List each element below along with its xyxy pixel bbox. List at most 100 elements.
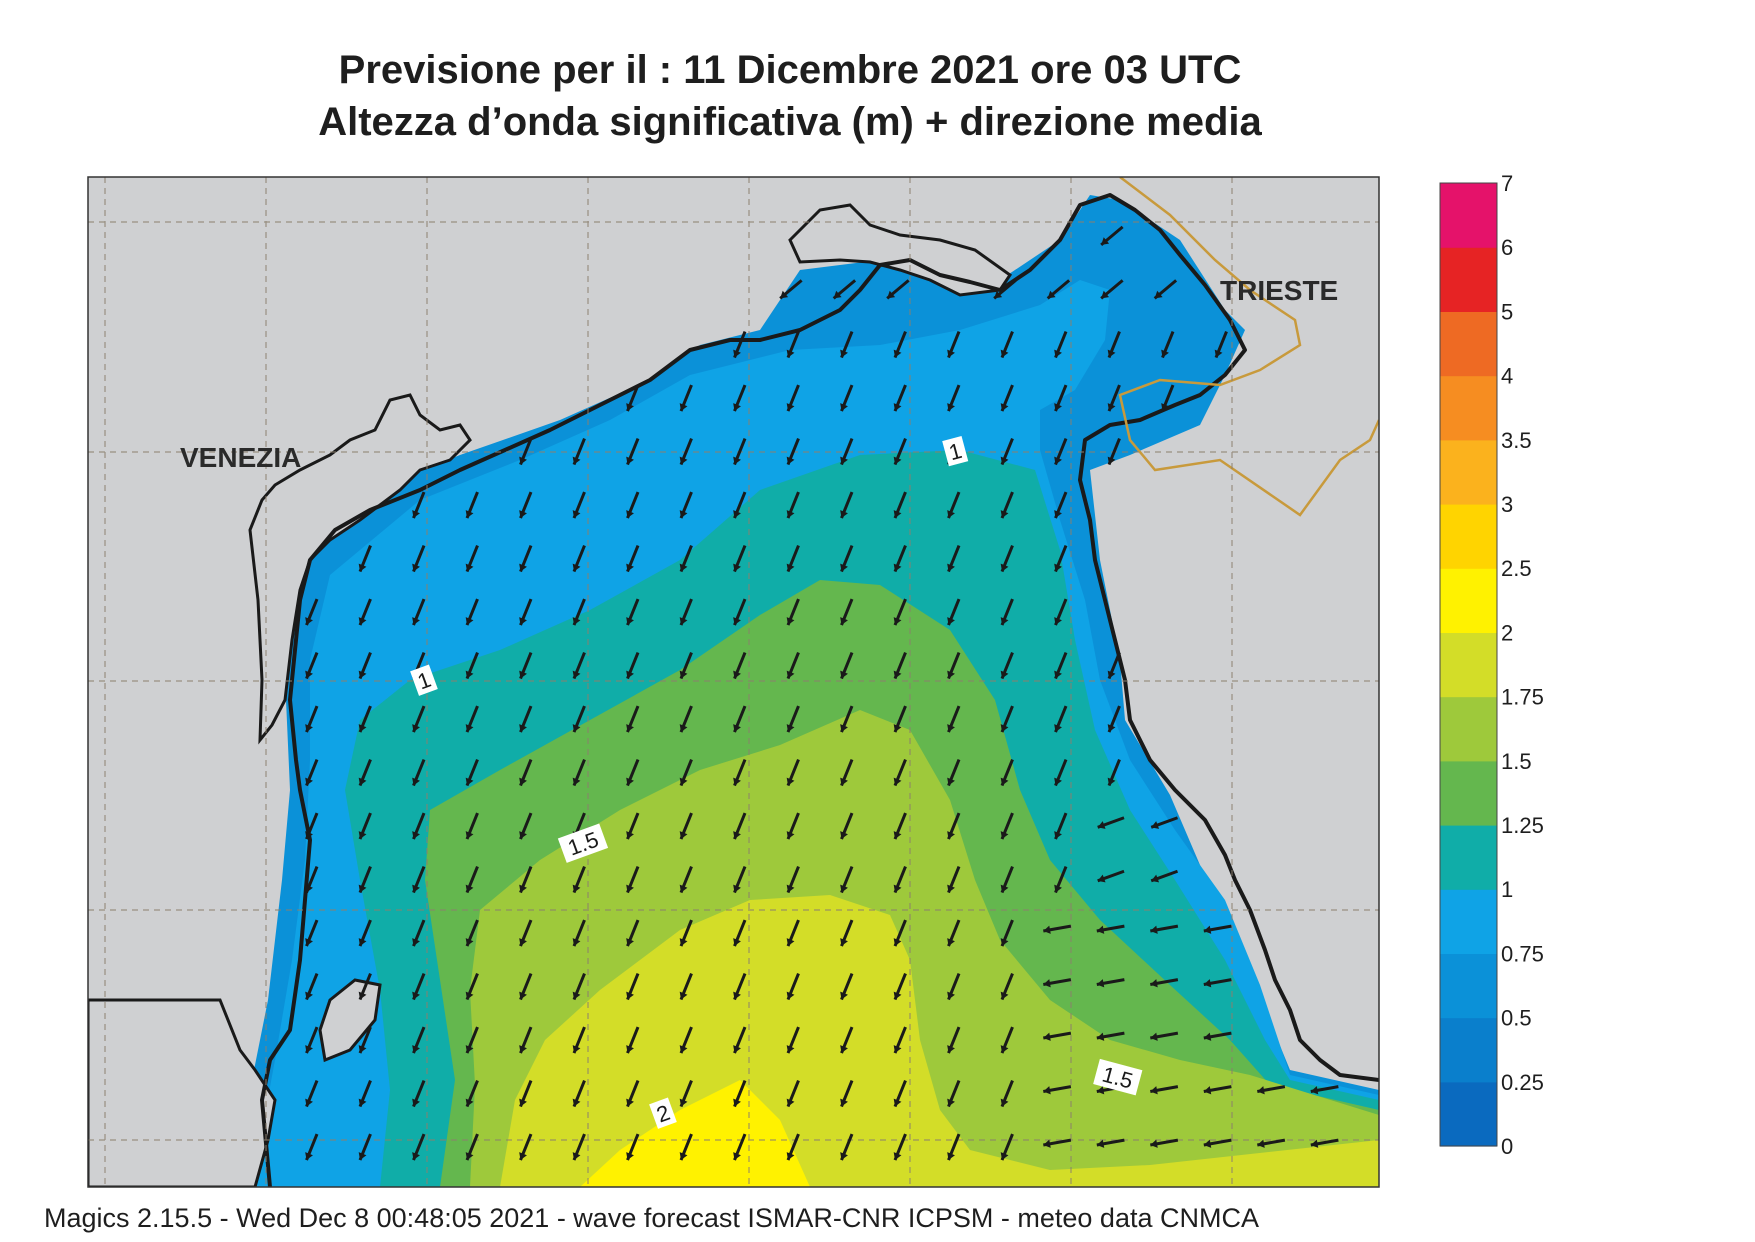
wave-direction-arrowhead	[1151, 874, 1160, 883]
wave-direction-arrowhead	[1203, 1139, 1212, 1148]
wave-direction-arrowhead	[786, 349, 795, 358]
wave-direction-arrowhead	[893, 777, 902, 786]
wave-direction-arrowhead	[412, 1152, 420, 1161]
sea-band-2	[580, 1080, 810, 1187]
wave-direction-arrowhead	[1151, 821, 1160, 829]
wave-direction-arrowhead	[1154, 290, 1163, 299]
wave-direction-arrowhead	[679, 1098, 688, 1107]
wave-direction-arrowhead	[786, 617, 795, 626]
wave-direction-arrowhead	[519, 724, 527, 733]
wave-direction-arrowhead	[679, 403, 688, 412]
wave-direction-arrowhead	[412, 777, 420, 786]
legend-swatch	[1440, 1017, 1497, 1083]
wave-direction-arrowhead	[679, 670, 688, 679]
contour-label-1-west: 1	[410, 664, 438, 696]
wave-direction-arrowhead	[679, 724, 688, 733]
wave-direction-arrowhead	[786, 456, 795, 465]
map-area: 1 1 1.5 1.5 2 VENEZIA TRIESTE	[88, 177, 1379, 1187]
wave-direction-arrowhead	[1043, 979, 1051, 988]
city-label-trieste: TRIESTE	[1220, 275, 1338, 306]
color-legend: 0 0.25 0.5 0.75 1 1.25 1.5 1.75 2 2.5 3 3.5 4 5 6 7	[1439, 171, 1544, 1159]
wave-direction-arrowhead	[1054, 831, 1062, 840]
wave-direction-arrowhead	[358, 938, 367, 947]
wave-direction-arrowhead	[1000, 403, 1009, 412]
wave-direction-arrowhead	[733, 403, 741, 412]
legend-level-label: 1.75	[1501, 685, 1544, 710]
wave-direction-arrowhead	[412, 510, 420, 519]
wave-direction-arrowhead	[519, 456, 527, 465]
wave-direction-arrowhead	[733, 1152, 741, 1161]
wave-direction-arrowhead	[626, 510, 634, 519]
legend-level-label: 2.5	[1501, 556, 1532, 581]
wave-direction-arrowhead	[465, 938, 474, 947]
wave-direction-arrowhead	[1096, 1139, 1105, 1148]
wave-direction-arrowhead	[840, 724, 848, 733]
wave-direction-arrowhead	[626, 1098, 634, 1107]
wave-direction-arrowhead	[1161, 349, 1169, 358]
wave-direction-arrowhead	[1043, 1139, 1051, 1148]
wave-direction-arrowhead	[947, 777, 955, 786]
legend-swatch	[1440, 632, 1497, 698]
wave-direction-arrowhead	[572, 510, 581, 519]
wave-direction-arrowhead	[893, 563, 902, 572]
wave-direction-arrowhead	[358, 1045, 367, 1054]
wave-direction-arrowhead	[1107, 349, 1116, 358]
legend-level-label: 1.5	[1501, 749, 1532, 774]
wave-direction-arrowhead	[947, 510, 955, 519]
wave-direction-arrowhead	[305, 670, 313, 679]
wave-direction-arrowhead	[947, 938, 955, 947]
wave-direction-arrowhead	[465, 724, 474, 733]
wave-direction-arrowhead	[1096, 1032, 1105, 1041]
wave-direction-arrowhead	[358, 563, 367, 572]
wave-direction-arrowhead	[786, 510, 795, 519]
legend-level-label: 0.5	[1501, 1006, 1532, 1031]
wave-direction-arrowhead	[305, 777, 313, 786]
wave-direction-arrowhead	[840, 777, 848, 786]
wave-direction-arrows	[305, 225, 1339, 1161]
wave-direction-arrowhead	[1000, 884, 1009, 893]
wave-direction-arrowhead	[733, 724, 741, 733]
legend-level-label: 0	[1501, 1134, 1513, 1159]
wave-direction-arrowhead	[947, 724, 955, 733]
wave-direction-arrowhead	[733, 884, 741, 893]
forecast-subtitle: Altezza d’onda significativa (m) + direz…	[318, 100, 1262, 144]
legend-level-label: 0.25	[1501, 1070, 1544, 1095]
wave-direction-arrowhead	[786, 991, 795, 1000]
contour-label-1-north: 1	[942, 435, 969, 467]
wave-direction-arrowhead	[572, 1152, 581, 1161]
wave-direction-arrowhead	[519, 938, 527, 947]
graticule	[88, 177, 1379, 1187]
legend-swatch	[1440, 247, 1497, 312]
wave-direction-arrowhead	[1203, 1086, 1212, 1095]
legend-level-label: 5	[1501, 299, 1513, 324]
wave-direction-arrowhead	[786, 1152, 795, 1161]
legend-swatch	[1440, 375, 1497, 441]
wave-direction-arrowhead	[626, 991, 634, 1000]
wave-direction-arrowhead	[1054, 349, 1062, 358]
wave-direction-arrowhead	[1054, 563, 1062, 572]
wave-direction-arrowhead	[1310, 1086, 1319, 1095]
legend-level-label: 1.25	[1501, 813, 1544, 838]
wave-direction-arrowhead	[1101, 290, 1110, 299]
wave-direction-arrowhead	[679, 456, 688, 465]
wave-direction-arrowhead	[465, 617, 474, 626]
wave-direction-arrowhead	[733, 1098, 741, 1107]
wave-direction-arrowhead	[1203, 925, 1212, 934]
wave-direction-arrowhead	[305, 991, 313, 1000]
wave-direction-arrowhead	[1043, 1032, 1051, 1041]
wave-direction-arrowhead	[305, 724, 313, 733]
wave-direction-arrowhead	[465, 563, 474, 572]
wave-direction-arrowhead	[572, 938, 581, 947]
wave-direction-arrowhead	[465, 831, 474, 840]
wave-direction-arrowhead	[1096, 925, 1105, 934]
legend-level-label: 3.5	[1501, 428, 1532, 453]
wave-direction-arrowhead	[947, 991, 955, 1000]
wave-direction-arrowhead	[947, 670, 955, 679]
state-border	[1118, 177, 1379, 517]
venice-lagoon	[248, 393, 472, 745]
wave-direction-arrowhead	[1000, 349, 1009, 358]
wave-direction-arrowhead	[519, 1152, 527, 1161]
wave-direction-arrowhead	[465, 991, 474, 1000]
wave-direction-arrowhead	[358, 724, 367, 733]
wave-direction-arrowhead	[679, 1152, 688, 1161]
